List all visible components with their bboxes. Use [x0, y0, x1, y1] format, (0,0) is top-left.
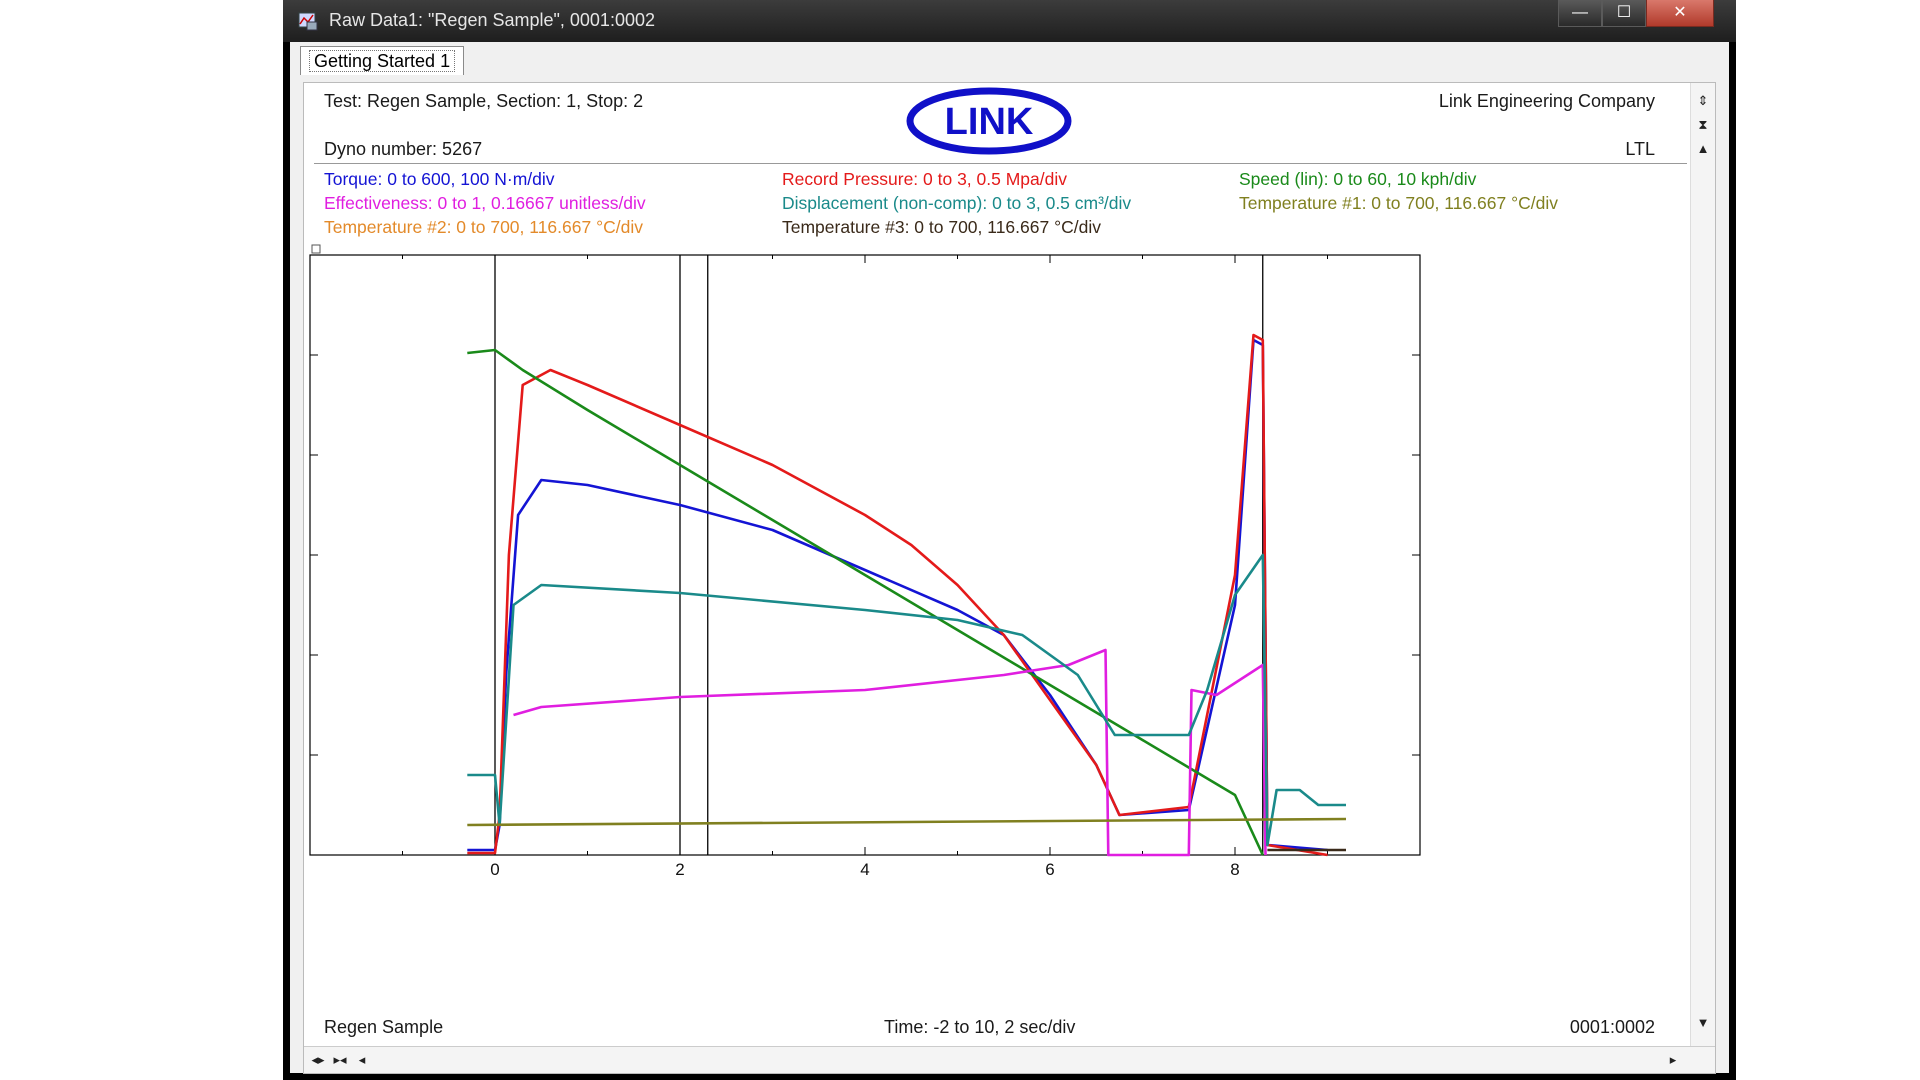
x-tick-label: 4 — [860, 860, 869, 879]
x-tick-label: 8 — [1230, 860, 1239, 879]
test-info: Test: Regen Sample, Section: 1, Stop: 2 — [324, 91, 644, 111]
legend-torque: Torque: 0 to 600, 100 N·m/div — [324, 169, 555, 189]
header-divider — [314, 163, 1687, 164]
scroll-up-icon[interactable]: ▲ — [1696, 141, 1710, 156]
legend-speed: Speed (lin): 0 to 60, 10 kph/div — [1239, 169, 1477, 189]
window-title: Raw Data1: "Regen Sample", 0001:0002 — [329, 10, 655, 30]
link-logo: LINK — [906, 87, 1072, 155]
window-body: Getting Started 1 Test: Regen Sample, Se… — [290, 42, 1729, 1074]
legend-temperature-3: Temperature #3: 0 to 700, 116.667 °C/div — [782, 217, 1101, 237]
application-window: Raw Data1: "Regen Sample", 0001:0002 — ☐… — [283, 0, 1736, 1080]
scroll-fit-icon[interactable]: ⧗ — [1698, 117, 1708, 132]
horizontal-scrollbar[interactable]: ◂▸ ▸◂ ◂ ▸ — [304, 1046, 1715, 1073]
chart-corner-box[interactable] — [311, 244, 321, 254]
fit-range-icon[interactable]: ▸◂ — [333, 1052, 347, 1067]
close-button[interactable]: ✕ — [1646, 0, 1714, 27]
series-effectiveness — [513, 648, 1267, 857]
ltl-label: LTL — [1625, 139, 1655, 159]
x-tick-label: 6 — [1045, 860, 1054, 879]
minimize-button[interactable]: — — [1558, 0, 1602, 27]
chart-panel: Test: Regen Sample, Section: 1, Stop: 2 … — [303, 82, 1716, 1074]
legend-temperature-2: Temperature #2: 0 to 700, 116.667 °C/div — [324, 217, 643, 237]
x-tick-label: 0 — [490, 860, 499, 879]
series-record-pressure — [467, 333, 1328, 857]
scroll-right-icon[interactable]: ▸ — [1669, 1052, 1677, 1067]
legend-effectiveness: Effectiveness: 0 to 1, 0.16667 unitless/… — [324, 193, 646, 213]
company-name: Link Engineering Company — [1438, 91, 1655, 111]
chart-area[interactable]: 0 2 4 6 8 — [304, 233, 1690, 1073]
app-icon — [298, 12, 318, 31]
series-speed-lin — [467, 348, 1264, 856]
logo-text: LINK — [945, 101, 1034, 143]
legend-displacement: Displacement (non-comp): 0 to 3, 0.5 cm³… — [782, 193, 1132, 213]
dyno-number: Dyno number: 5267 — [324, 139, 483, 159]
time-axis-label: Time: -2 to 10, 2 sec/div — [884, 1017, 1076, 1037]
sample-name: Regen Sample — [324, 1017, 444, 1037]
legend-temperature-1: Temperature #1: 0 to 700, 116.667 °C/div — [1239, 193, 1558, 213]
scroll-page-icon[interactable]: ⇕ — [1697, 93, 1709, 108]
pan-both-icon[interactable]: ◂▸ — [311, 1052, 325, 1067]
tab-label: Getting Started 1 — [309, 50, 456, 72]
maximize-button[interactable]: ☐ — [1602, 0, 1646, 27]
title-bar[interactable]: Raw Data1: "Regen Sample", 0001:0002 — ☐… — [283, 0, 1736, 42]
tab-strip: Getting Started 1 — [290, 42, 1729, 76]
stop-id: 0001:0002 — [1569, 1017, 1655, 1037]
scroll-down-icon[interactable]: ▼ — [1696, 1015, 1710, 1030]
scroll-left-icon[interactable]: ◂ — [358, 1052, 366, 1067]
legend-record-pressure: Record Pressure: 0 to 3, 0.5 Mpa/div — [782, 169, 1067, 189]
vertical-scrollbar[interactable]: ⇕ ⧗ ▲ ▼ ⊠ — [1690, 83, 1715, 1073]
x-tick-label: 2 — [675, 860, 684, 879]
series-temperature-1 — [467, 817, 1347, 827]
tab-getting-started[interactable]: Getting Started 1 — [300, 46, 465, 75]
series-displacement-non-comp — [467, 553, 1346, 847]
